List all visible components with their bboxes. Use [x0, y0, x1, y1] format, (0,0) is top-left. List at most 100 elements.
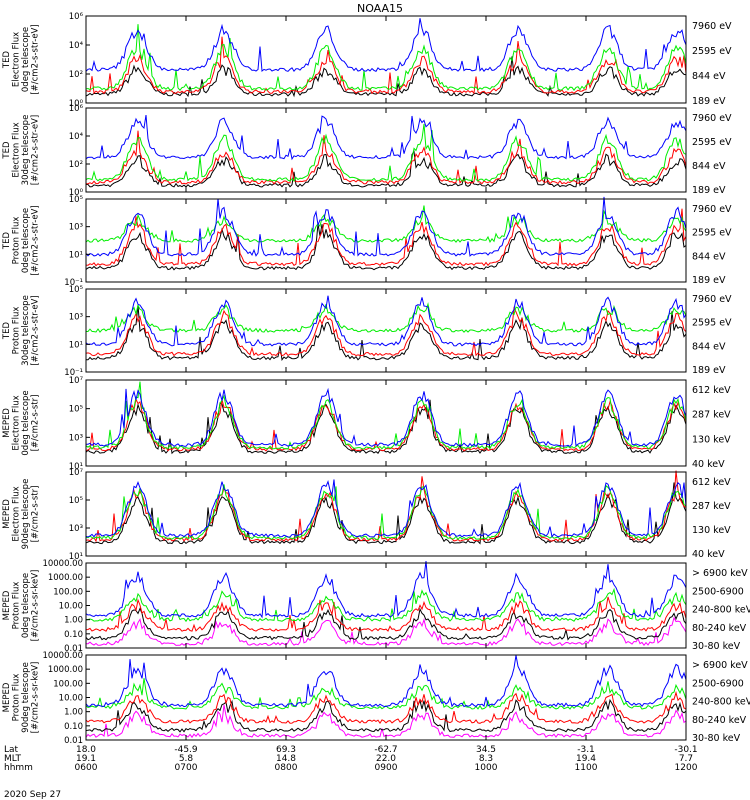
y-tick-label: 10⁶	[69, 104, 84, 114]
series-line-5	[85, 655, 687, 708]
y-axis-label-line: Proton Flux	[11, 582, 21, 630]
y-tick-label: 1000.00	[48, 573, 83, 583]
legend-entry: 2595 eV	[692, 46, 732, 57]
plot-frame	[85, 198, 687, 283]
legend-entry: 844 eV	[692, 341, 726, 352]
y-axis-label-line: 30deg telescope	[21, 115, 31, 186]
y-tick-label: 0.10	[64, 722, 83, 732]
panel-6: 10¹ 10³ 10⁵ 10⁷ MEPED Electron Flux 90deg tele…	[2, 468, 731, 562]
y-tick-label: 10⁶	[69, 12, 84, 22]
legend-entry: > 6900 keV	[692, 568, 748, 579]
y-tick-label: 100.00	[53, 587, 83, 597]
series-line-4	[85, 18, 687, 73]
series-line-2	[85, 698, 687, 733]
y-axis-label-line: MEPED	[2, 682, 12, 712]
y-tick-label: 10000.00	[42, 651, 83, 661]
y-tick-label: 0.10	[64, 630, 83, 640]
footer-value: 8.3	[479, 754, 493, 764]
y-tick-label: 10³	[69, 223, 83, 233]
y-tick-label: 10⁷	[69, 376, 84, 386]
series-line-3	[86, 302, 687, 333]
y-axis-label-line: Electron Flux	[11, 122, 21, 177]
series-line-1	[85, 150, 687, 188]
legend-entry: 2595 eV	[692, 228, 732, 239]
y-axis-label: MEPED Proton Flux 90deg telescope [#/cm2-s-…	[2, 662, 41, 734]
legend-entry: 80-240 keV	[692, 623, 747, 634]
series-line-3	[85, 381, 687, 450]
legend-entry: 287 keV	[692, 410, 731, 421]
y-tick-label: 10⁰	[69, 99, 84, 109]
legend-entry: 7960 eV	[692, 204, 732, 215]
footer-value: 14.8	[276, 754, 296, 764]
legend-entry: 844 eV	[692, 251, 726, 262]
y-tick-label: 10⁰	[69, 188, 84, 198]
date-label: 2020 Sep 27	[4, 790, 61, 800]
footer-row-label: hhmm	[4, 763, 33, 773]
plot-frame	[85, 107, 687, 193]
y-axis-label: MEPED Electron Flux 0deg telescope [#/cm2-s…	[2, 390, 41, 455]
footer-value: -62.7	[374, 745, 397, 755]
footer-value: 7.7	[679, 754, 693, 764]
panel-2: 10⁰ 10² 10⁴ 10⁶ TED Electron Flux 30deg telesc…	[2, 104, 732, 198]
panel-7: 10000.00 1000.00 100.00 10.00 1.00 0.10 0.01 ME…	[2, 559, 750, 654]
footer-value: 34.5	[476, 745, 496, 755]
y-axis-label-line: Electron Flux	[11, 486, 21, 541]
y-axis-label-line: [#/cm2-s-str-eV]	[30, 24, 40, 94]
series-line-2	[85, 607, 687, 641]
legend-entry: 844 eV	[692, 161, 726, 172]
series-line-3	[85, 205, 687, 243]
y-axis-label-line: [#/cm2-s-sr-keV]	[30, 570, 40, 642]
y-tick-label: 0.01	[64, 644, 83, 654]
series-line-3	[85, 24, 687, 91]
footer-axis-labels: Lat 18.0 -45.9 69.3 -62.7 34.5 -3.1 -30.1 MLT 19.…	[4, 745, 698, 773]
footer-row-label: Lat	[4, 745, 19, 755]
y-axis-label-line: 90deg telescope	[21, 479, 31, 550]
footer-value: 19.4	[576, 754, 596, 764]
y-tick-label: 10⁵	[69, 496, 83, 506]
y-tick-label: 10¹	[69, 552, 83, 562]
series-line-1	[85, 56, 687, 98]
y-axis-label-line: [#/cm2-s-str]	[30, 395, 40, 452]
legend-entry: 240-800 keV	[692, 697, 750, 708]
series-line-4	[85, 387, 687, 448]
y-axis-label-line: TED	[2, 321, 12, 340]
panels: 10⁰ 10² 10⁴ 10⁶ TED Electron Flux 0deg telesco…	[2, 12, 750, 746]
series-line-1	[85, 482, 687, 545]
legend-entry: 240-800 keV	[692, 605, 750, 616]
y-axis-label-line: MEPED	[2, 408, 12, 438]
legend-entry: 130 keV	[692, 434, 731, 445]
y-tick-label: 10⁵	[69, 285, 83, 295]
y-axis-label-line: 30deg telescope	[21, 295, 31, 366]
footer-value: 0900	[375, 763, 398, 773]
y-axis-label: TED Proton Flux 30deg telescope [#/cm2-s-st…	[2, 295, 41, 366]
legend-entry: 7960 eV	[692, 21, 732, 32]
y-axis-label: TED Proton Flux 0deg telescope [#/cm2-s-str…	[2, 205, 41, 275]
footer-value: -45.9	[174, 745, 198, 755]
y-axis-label-line: 0deg telescope	[21, 208, 31, 273]
legend-entry: 7960 eV	[692, 113, 732, 124]
legend-entry: > 6900 keV	[692, 660, 748, 671]
y-axis-label-line: [#/cm2-s-str-eV]	[30, 205, 40, 275]
y-tick-label: 10¹	[69, 250, 83, 260]
y-tick-label: 10⁵	[69, 405, 83, 415]
legend-entry: 30-80 keV	[692, 641, 741, 652]
y-tick-label: 1.00	[64, 708, 83, 718]
panel-5: 10¹ 10³ 10⁵ 10⁷ MEPED Electron Flux 0deg teles…	[2, 376, 731, 472]
y-tick-label: 10⁴	[69, 132, 84, 142]
legend-entry: 130 keV	[692, 525, 731, 536]
series-line-4	[85, 196, 687, 257]
y-axis-label-line: [#/cm2-s-str-eV]	[30, 115, 40, 185]
y-axis-label-line: MEPED	[2, 499, 12, 529]
footer-value: 1100	[575, 763, 598, 773]
y-tick-label: 10⁵	[69, 195, 83, 205]
y-tick-label: 10²	[69, 160, 83, 170]
footer-value: 22.0	[376, 754, 396, 764]
series-line-3	[85, 690, 687, 725]
legend-entry: 189 eV	[692, 96, 726, 107]
legend-entry: 612 keV	[692, 385, 731, 396]
footer-value: 0700	[175, 763, 198, 773]
panel-1: 10⁰ 10² 10⁴ 10⁶ TED Electron Flux 0deg telesco…	[2, 12, 732, 109]
legend-entry: 30-80 keV	[692, 733, 741, 744]
y-axis-label-line: Electron Flux	[11, 32, 21, 87]
y-axis-label: TED Electron Flux 30deg telescope [#/cm2-s-…	[2, 115, 41, 186]
